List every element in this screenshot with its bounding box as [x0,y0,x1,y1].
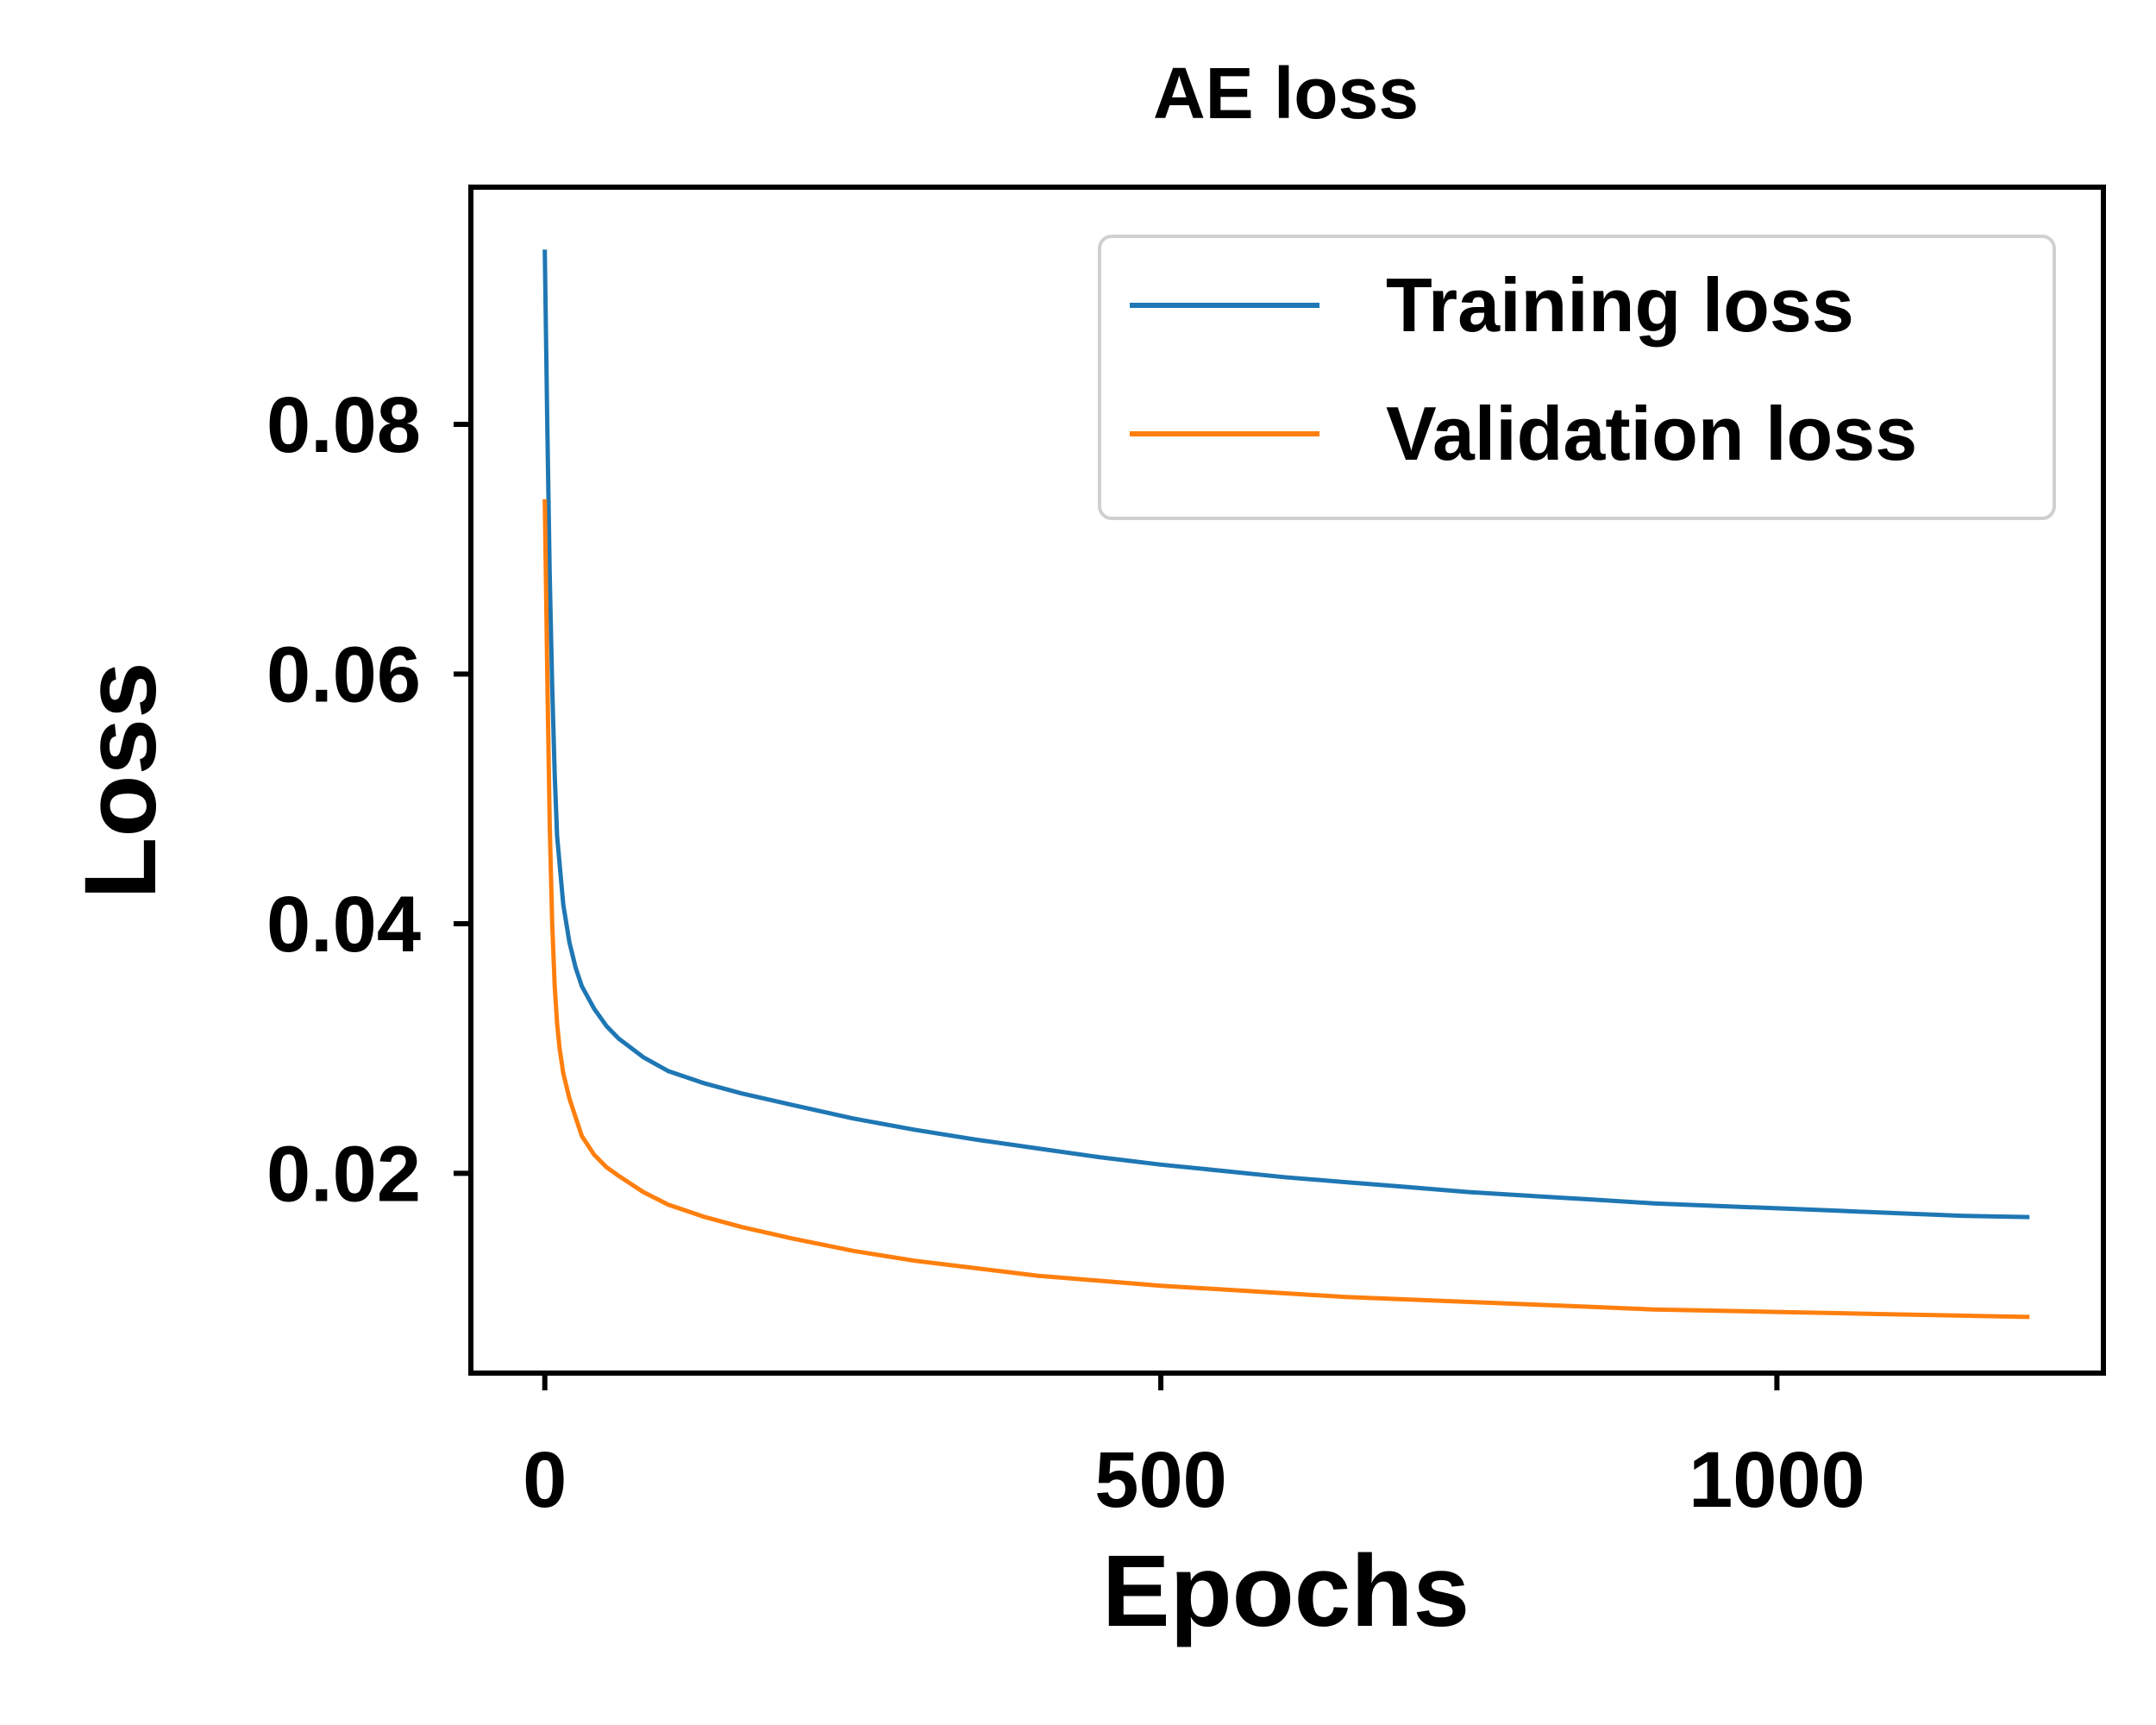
y-tick-label: 0.04 [266,881,421,969]
legend-label-validation: Validation loss [1386,391,1917,476]
series-layer [542,249,2030,1320]
chart-title: AE loss [1153,53,1419,134]
legend: Training loss Validation loss [1098,235,2056,520]
y-tick-label: 0.06 [266,630,421,718]
x-tick-label: 0 [523,1436,567,1524]
legend-label-training: Training loss [1386,262,1854,348]
x-tick-label: 1000 [1689,1436,1865,1524]
y-tick-label: 0.02 [266,1130,421,1218]
axes-layer: 0 500 1000 0.02 0.04 0.06 0.08 [266,381,1865,1524]
y-axis-label: Loss [64,662,178,899]
legend-box [1098,235,2056,520]
series-line-2 [542,499,2030,1320]
x-tick-label: 500 [1094,1436,1227,1524]
series-line-1 [542,249,2030,1220]
x-axis-label: Epochs [1102,1534,1470,1648]
y-tick-label: 0.08 [266,381,421,469]
